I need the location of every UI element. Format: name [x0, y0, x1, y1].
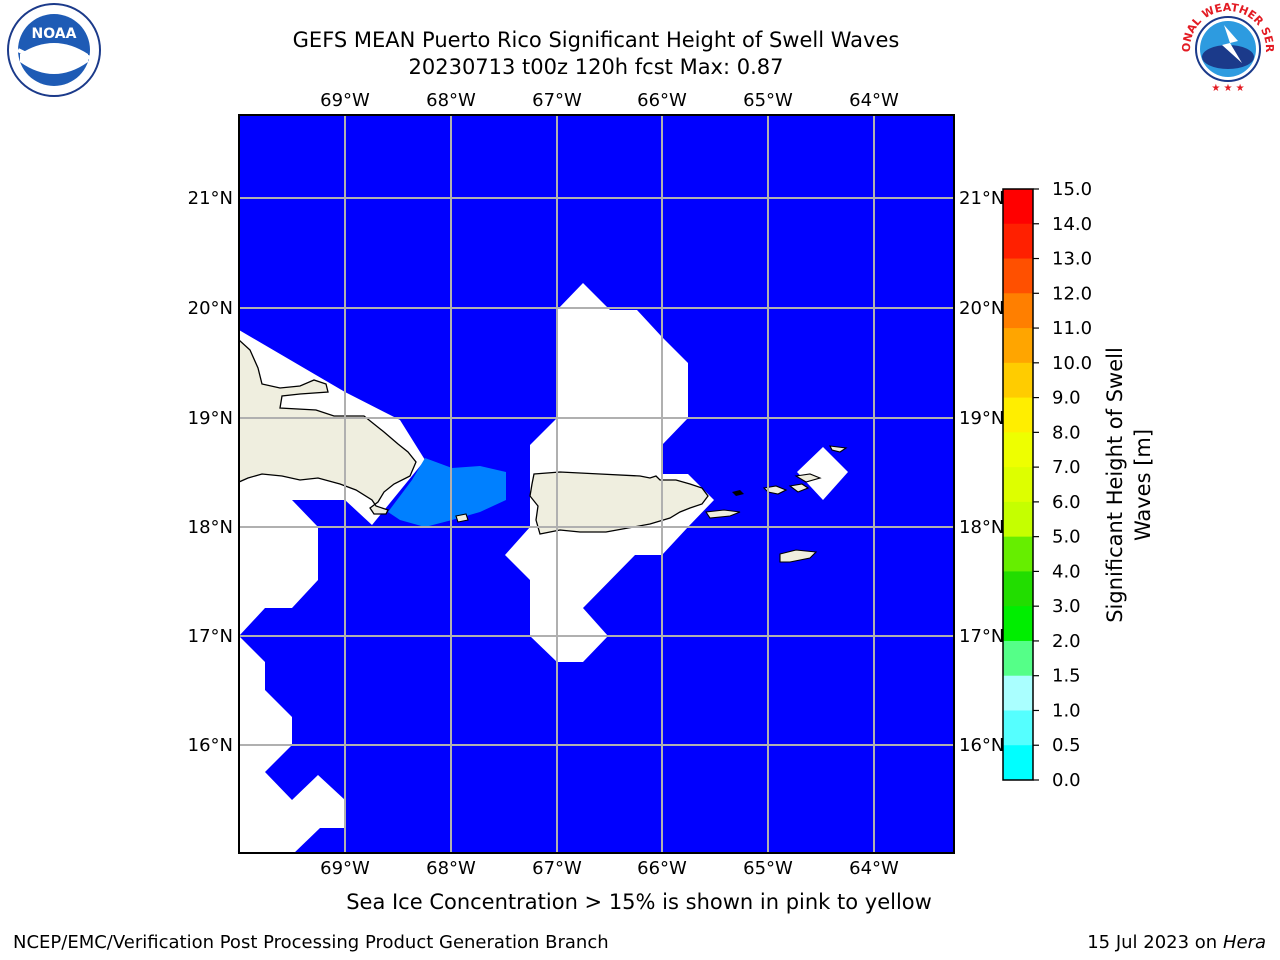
lat-label: 17°N [188, 626, 233, 647]
lon-label: 65°W [743, 90, 793, 111]
land-tortola [794, 473, 822, 483]
colorbar-tick-label: 12.0 [1052, 283, 1092, 304]
colorbar-tick-label: 6.0 [1052, 492, 1081, 513]
colorbar [1003, 189, 1033, 781]
masked-region-virgin-islands [797, 447, 848, 500]
colorbar-segment [1003, 432, 1033, 468]
lat-label: 18°N [959, 517, 1004, 538]
lat-label: 19°N [188, 408, 233, 429]
lon-label: 68°W [426, 90, 476, 111]
colorbar-label: Significant Height of Swell [1103, 347, 1127, 623]
land-saona-island [455, 513, 469, 523]
lon-label: 65°W [743, 858, 793, 879]
colorbar-segment [1003, 501, 1033, 538]
grid-lines [239, 115, 954, 853]
lat-label: 16°N [188, 735, 233, 756]
colorbar-tick-label: 3.0 [1052, 596, 1081, 617]
lat-label: 21°N [959, 188, 1004, 209]
colorbar-segment [1003, 675, 1033, 711]
lat-labels-left: 21°N 20°N 19°N 18°N 17°N 16°N [188, 188, 233, 756]
colorbar-tick-label: 5.0 [1052, 527, 1081, 548]
map-frame [238, 114, 955, 854]
colorbar-segment [1003, 189, 1033, 225]
lon-label: 68°W [426, 858, 476, 879]
footer-date: 15 Jul 2023 on Hera [1087, 932, 1266, 953]
nws-logo: NATIONAL WEATHER SERVICE ★ ★ ★ [1180, 1, 1276, 95]
colorbar-tick-label: 2.0 [1052, 631, 1081, 652]
colorbar-segment [1003, 258, 1033, 294]
lon-label: 67°W [532, 858, 582, 879]
colorbar-segment [1003, 397, 1033, 433]
lon-label: 67°W [532, 90, 582, 111]
noaa-logo: NOAA [7, 3, 101, 97]
land-puerto-rico [529, 471, 709, 535]
colorbar-tick-label: 15.0 [1052, 179, 1092, 200]
colorbar-segment [1003, 710, 1033, 746]
colorbar-tick-label: 9.0 [1052, 388, 1081, 409]
colorbar-tick-label: 0.5 [1052, 735, 1081, 756]
colorbar-tick-label: 14.0 [1052, 214, 1092, 235]
colorbar-tick-label: 0.0 [1052, 770, 1081, 791]
noaa-logo-text: NOAA [32, 26, 77, 42]
colorbar-segment [1003, 640, 1033, 677]
colorbar-ticks: 15.0 14.0 13.0 12.0 11.0 10.0 9.0 8.0 7.0 6.0 5.0 4… [1033, 179, 1092, 791]
land-vieques [705, 509, 741, 519]
colorbar-tick-label: 8.0 [1052, 422, 1081, 443]
colorbar-tick-label: 7.0 [1052, 457, 1081, 478]
land-hispaniola [239, 339, 417, 515]
colorbar-segment [1003, 223, 1033, 260]
lon-labels-top: 69°W 68°W 67°W 66°W 65°W 64°W [320, 90, 899, 111]
lat-label: 19°N [959, 408, 1004, 429]
footer-host: Hera [1222, 932, 1266, 953]
svg-text:★ ★ ★: ★ ★ ★ [1211, 83, 1244, 94]
lon-label: 66°W [637, 90, 687, 111]
lat-label: 20°N [188, 298, 233, 319]
colorbar-segment [1003, 328, 1033, 364]
colorbar-tick-label: 10.0 [1052, 353, 1092, 374]
colorbar-frame [1002, 188, 1034, 781]
colorbar-tick-label: 11.0 [1052, 318, 1092, 339]
chart-title: GEFS MEAN Puerto Rico Significant Height… [292, 28, 900, 52]
colorbar-tick-label: 1.0 [1052, 700, 1081, 721]
footer-date-text: 15 Jul 2023 on [1087, 932, 1223, 953]
colorbar-segment [1003, 467, 1033, 503]
colorbar-segment [1003, 362, 1033, 399]
land-culebra [732, 490, 744, 496]
lat-label: 16°N [959, 735, 1004, 756]
lat-label: 21°N [188, 188, 233, 209]
colorbar-tick-label: 13.0 [1052, 249, 1092, 270]
colorbar-segment [1003, 745, 1033, 781]
colorbar-tick-label: 1.5 [1052, 666, 1081, 687]
lon-label: 64°W [849, 858, 899, 879]
lat-labels-right: 21°N 20°N 19°N 18°N 17°N 16°N [959, 188, 1004, 756]
colorbar-segment [1003, 606, 1033, 642]
land-anegada [829, 445, 848, 453]
lat-label: 17°N [959, 626, 1004, 647]
colorbar-segment [1003, 293, 1033, 329]
swell-band-0-5 [388, 458, 506, 527]
land-st-john [788, 483, 810, 493]
lon-label: 66°W [637, 858, 687, 879]
chart-subtitle: 20230713 t00z 120h fcst Max: 0.87 [408, 55, 784, 79]
lon-label: 64°W [849, 90, 899, 111]
footer-branch: NCEP/EMC/Verification Post Processing Pr… [13, 932, 609, 953]
colorbar-segment [1003, 571, 1033, 607]
colorbar-label-units: Waves [m] [1131, 429, 1155, 541]
colorbar-segment [1003, 536, 1033, 572]
sea-ice-note: Sea Ice Concentration > 15% is shown in … [346, 890, 932, 914]
land-st-croix [779, 549, 818, 563]
lon-label: 69°W [320, 858, 370, 879]
lon-label: 69°W [320, 90, 370, 111]
lat-label: 20°N [959, 298, 1004, 319]
masked-region-hispaniola [239, 330, 425, 636]
colorbar-tick-label: 4.0 [1052, 561, 1081, 582]
lon-labels-bottom: 69°W 68°W 67°W 66°W 65°W 64°W [320, 858, 899, 879]
lat-label: 18°N [188, 517, 233, 538]
